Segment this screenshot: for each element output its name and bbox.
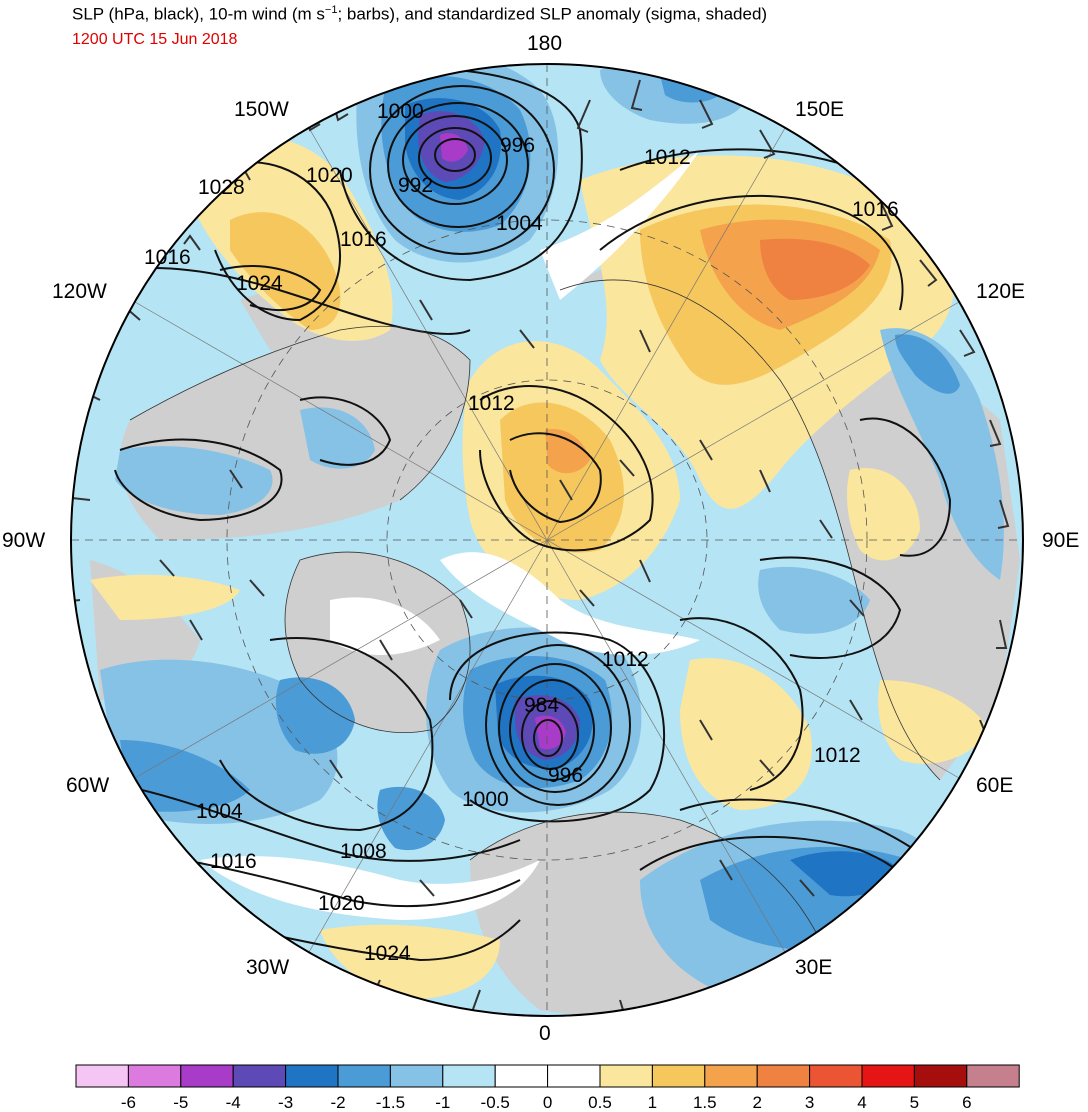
colorbar-box: [913, 1064, 968, 1088]
lon-label-120w: 120W: [52, 280, 107, 303]
lon-label-60w: 60W: [66, 774, 109, 797]
contour-label: 992: [398, 174, 433, 197]
contour-label: 1012: [644, 146, 691, 169]
map-disc: [71, 64, 1023, 1016]
contour-label: 1004: [496, 212, 543, 235]
lon-label-180: 180: [527, 32, 562, 55]
colorbar: -6 -5 -4 -3 -2 -1.5 -1 -0.5 0 0.5 1 1.5 2 3 4 5 6: [75, 1064, 1020, 1112]
contour-label: 996: [500, 134, 535, 157]
title-part-b: ; barbs), and standardized SLP anomaly (…: [337, 4, 768, 24]
colorbar-tick-label: -3: [278, 1093, 293, 1112]
neutral-bands: [200, 150, 700, 920]
contour-label: 996: [548, 764, 583, 787]
lon-label-30w: 30W: [246, 956, 289, 979]
contour-label: 1012: [814, 744, 861, 767]
colorbar-box: [494, 1064, 549, 1088]
colorbar-tick-label: -0.5: [481, 1093, 510, 1112]
colorbar-box: [966, 1064, 1020, 1088]
contour-label: 1012: [468, 392, 515, 415]
colorbar-tick-labels: -6 -5 -4 -3 -2 -1.5 -1 -0.5 0 0.5 1 1.5 2 3 4 5 6: [121, 1093, 972, 1112]
colorbar-tick-label: -1: [435, 1093, 450, 1112]
colorbar-tick-label: 3: [805, 1093, 814, 1112]
colorbar-box: [756, 1064, 811, 1088]
longitude-labels: 180 150E 120E 90E 60E 30E 0 30W 60W 90W …: [2, 32, 1079, 1045]
contour-label: 1016: [144, 246, 191, 269]
colorbar-tick-label: 1.5: [693, 1093, 717, 1112]
positive-anomalies: [90, 135, 990, 1000]
colorbar-tick-label: 5: [910, 1093, 919, 1112]
colorbar-box: [127, 1064, 182, 1088]
contour-label: 1028: [198, 176, 245, 199]
colorbar-tick-label: 0.5: [588, 1093, 612, 1112]
slp-contours: [89, 67, 991, 962]
contour-label: 984: [524, 694, 559, 717]
colorbar-box: [75, 1064, 129, 1088]
colorbar-box: [337, 1064, 391, 1088]
polar-map: 180 150E 120E 90E 60E 30E 0 30W 60W 90W …: [2, 32, 1079, 1045]
contour-labels: 1000 996 992 1004 1012 1016 1020 1028 10…: [144, 100, 899, 965]
colorbar-box: [180, 1064, 234, 1088]
colorbar-box: [651, 1064, 706, 1088]
meridians: [134, 127, 960, 953]
lon-label-90w: 90W: [2, 529, 45, 552]
lon-label-120e: 120E: [976, 280, 1025, 303]
colorbar-tick-label: -1.5: [376, 1093, 405, 1112]
map-boundary: [70, 63, 1024, 1017]
lon-label-0: 0: [539, 1022, 551, 1045]
colorbar-boxes: [75, 1064, 1020, 1088]
figure-title: SLP (hPa, black), 10-m wind (m s−1; barb…: [72, 4, 767, 25]
colorbar-tick-label: -5: [173, 1093, 188, 1112]
contour-label: 1024: [236, 272, 283, 295]
colorbar-tick-label: 4: [857, 1093, 866, 1112]
colorbar-box: [285, 1064, 339, 1088]
colorbar-tick-label: -4: [226, 1093, 241, 1112]
colorbar-box: [547, 1064, 601, 1088]
title-superscript: −1: [324, 4, 338, 16]
contour-label: 1000: [462, 788, 509, 811]
contour-label: 1000: [377, 100, 424, 123]
colorbar-tick-label: -6: [121, 1093, 136, 1112]
colorbar-tick-label: 1: [648, 1093, 657, 1112]
colorbar-box: [442, 1064, 496, 1088]
contour-label: 1020: [306, 164, 353, 187]
lon-label-30e: 30E: [795, 956, 832, 979]
contour-label: 1008: [340, 840, 387, 863]
contour-label: 1004: [196, 800, 243, 823]
lon-label-90e: 90E: [1042, 529, 1079, 552]
contour-label: 1016: [852, 198, 899, 221]
lon-label-150w: 150W: [234, 98, 289, 121]
colorbar-box: [704, 1064, 758, 1088]
contour-label: 1016: [210, 850, 257, 873]
contour-label: 1016: [340, 228, 387, 251]
colorbar-box: [232, 1064, 287, 1088]
colorbar-box: [389, 1064, 444, 1088]
contour-label: 1024: [364, 942, 411, 965]
colorbar-tick-label: -2: [330, 1093, 345, 1112]
contour-label: 1012: [602, 648, 649, 671]
colorbar-tick-label: 6: [962, 1093, 971, 1112]
colorbar-tick-label: 0: [543, 1093, 552, 1112]
colorbar-box: [861, 1064, 915, 1088]
colorbar-box: [599, 1064, 653, 1088]
colorbar-tick-label: 2: [752, 1093, 761, 1112]
lon-label-60e: 60E: [976, 774, 1013, 797]
colorbar-box: [809, 1064, 863, 1088]
coastlines: [129, 279, 941, 941]
title-part-a: SLP (hPa, black), 10-m wind (m s: [72, 4, 325, 24]
lon-label-150e: 150E: [795, 98, 844, 121]
valid-time: 1200 UTC 15 Jun 2018: [72, 31, 238, 48]
contour-label: 1020: [318, 892, 365, 915]
